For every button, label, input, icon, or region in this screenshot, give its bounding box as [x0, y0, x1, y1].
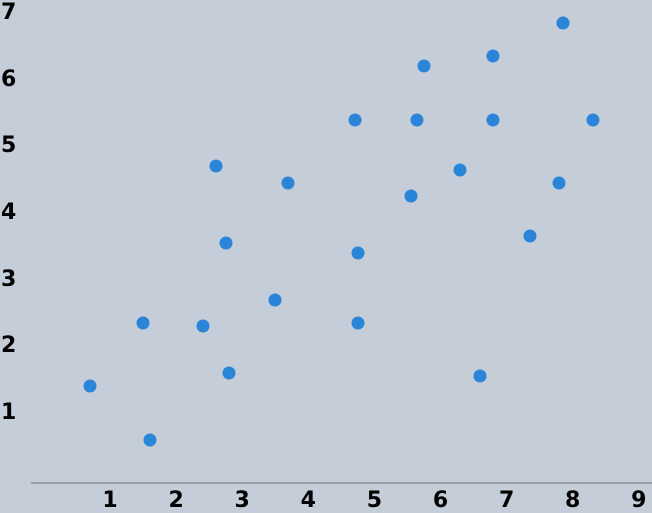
data-point	[523, 229, 537, 243]
x-tick-label-6: 6	[432, 488, 449, 513]
data-point	[209, 159, 223, 173]
data-point	[473, 369, 487, 383]
data-point	[351, 316, 365, 330]
y-tick-label-4: 4	[1, 199, 17, 225]
data-point	[486, 113, 500, 127]
y-tick-label-5: 5	[1, 133, 17, 159]
x-tick-label-3: 3	[234, 488, 250, 513]
data-point	[222, 366, 236, 380]
data-point	[404, 189, 418, 203]
data-point	[219, 236, 233, 250]
x-tick-label-2: 2	[168, 488, 184, 513]
x-axis-line	[31, 482, 652, 484]
x-tick-label-7: 7	[498, 488, 515, 513]
data-point	[453, 163, 467, 177]
x-tick-label-4: 4	[300, 488, 316, 513]
x-tick-label-9: 9	[631, 488, 647, 513]
data-point	[136, 316, 150, 330]
x-tick-label-8: 8	[565, 488, 581, 513]
y-tick-label-2: 2	[1, 333, 17, 359]
data-point	[552, 176, 566, 190]
data-point	[351, 246, 365, 260]
data-point	[268, 293, 282, 307]
y-tick-label-3: 3	[1, 266, 17, 292]
data-point	[556, 16, 570, 30]
data-point	[281, 176, 295, 190]
data-point	[417, 59, 431, 73]
y-tick-label-6: 6	[1, 66, 17, 92]
data-point	[486, 49, 500, 63]
data-point	[83, 379, 97, 393]
data-point	[348, 113, 362, 127]
data-point	[196, 319, 210, 333]
y-tick-label-7: 7	[1, 0, 17, 25]
data-point	[410, 113, 424, 127]
data-point	[586, 113, 600, 127]
x-tick-label-5: 5	[366, 488, 383, 513]
y-tick-label-1: 1	[1, 400, 17, 425]
x-tick-label-1: 1	[102, 488, 118, 513]
data-point	[143, 433, 157, 447]
